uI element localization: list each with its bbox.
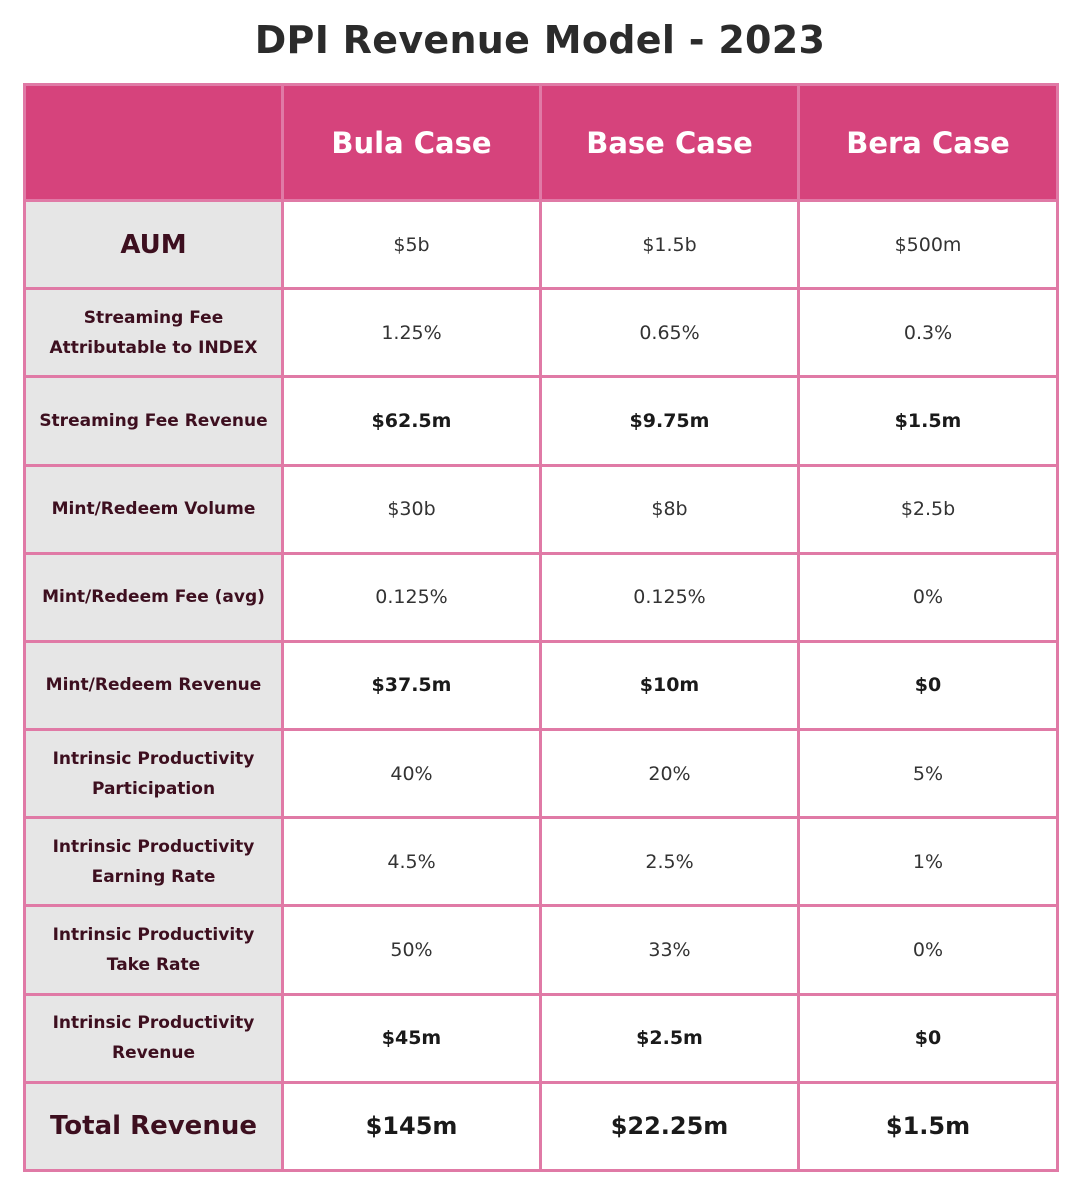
table-row: Total Revenue $145m $22.25m $1.5m (23, 1080, 1059, 1173)
cell-bula-case: 4.5% (281, 816, 542, 908)
row-label: Streaming Fee Revenue (23, 375, 284, 467)
cell-base-case: $1.5b (539, 198, 800, 291)
cell-base-case: $22.25m (539, 1080, 800, 1173)
cell-base-case: 33% (539, 904, 800, 996)
cell-base-case: $2.5m (539, 992, 800, 1084)
cell-bula-case: $62.5m (281, 375, 542, 467)
cell-base-case: $8b (539, 463, 800, 555)
column-header-base-case: Base Case (539, 83, 800, 202)
table-row: Mint/Redeem Revenue $37.5m $10m $0 (23, 639, 1059, 732)
table-row: Intrinsic Productivity Earning Rate 4.5% 2… (23, 816, 1059, 908)
cell-bera-case: 0% (797, 551, 1059, 643)
cell-bula-case: 1.25% (281, 287, 542, 379)
cell-base-case: 20% (539, 728, 800, 820)
cell-base-case: 2.5% (539, 816, 800, 908)
revenue-table: Bula Case Base Case Bera Case AUM $5b $1.5… (23, 83, 1059, 1173)
table-row: Streaming Fee Revenue $62.5m $9.75m $1.5m (23, 375, 1059, 467)
cell-bula-case: 40% (281, 728, 542, 820)
row-label: Total Revenue (23, 1080, 284, 1173)
column-header-bula-case: Bula Case (281, 83, 542, 202)
cell-bula-case: $5b (281, 198, 542, 291)
table-row: Streaming Fee Attributable to INDEX 1.25%… (23, 287, 1059, 379)
row-label: Streaming Fee Attributable to INDEX (23, 287, 284, 379)
cell-bula-case: $145m (281, 1080, 542, 1173)
cell-bera-case: $0 (797, 639, 1059, 732)
cell-bula-case: $30b (281, 463, 542, 555)
cell-base-case: 0.125% (539, 551, 800, 643)
cell-bera-case: $2.5b (797, 463, 1059, 555)
corner-cell (23, 83, 284, 202)
cell-base-case: 0.65% (539, 287, 800, 379)
cell-bera-case: 5% (797, 728, 1059, 820)
table-row: Mint/Redeem Volume $30b $8b $2.5b (23, 463, 1059, 555)
cell-bera-case: 1% (797, 816, 1059, 908)
cell-bula-case: $37.5m (281, 639, 542, 732)
table-row: Intrinsic Productivity Revenue $45m $2.5m $… (23, 992, 1059, 1084)
table-row: Intrinsic Productivity Participation 40% 2… (23, 728, 1059, 820)
header-row: Bula Case Base Case Bera Case (23, 83, 1059, 202)
cell-bula-case: $45m (281, 992, 542, 1084)
cell-base-case: $9.75m (539, 375, 800, 467)
cell-bera-case: $1.5m (797, 1080, 1059, 1173)
column-header-bera-case: Bera Case (797, 83, 1059, 202)
row-label: Intrinsic Productivity Earning Rate (23, 816, 284, 908)
table-row: AUM $5b $1.5b $500m (23, 198, 1059, 291)
cell-bula-case: 50% (281, 904, 542, 996)
cell-bera-case: $0 (797, 992, 1059, 1084)
cell-base-case: $10m (539, 639, 800, 732)
row-label: AUM (23, 198, 284, 291)
table-row: Intrinsic Productivity Take Rate 50% 33% 0% (23, 904, 1059, 996)
table-row: Mint/Redeem Fee (avg) 0.125% 0.125% 0% (23, 551, 1059, 643)
table-title: DPI Revenue Model - 2023 (254, 18, 826, 62)
row-label: Mint/Redeem Volume (23, 463, 284, 555)
row-label: Intrinsic Productivity Revenue (23, 992, 284, 1084)
row-label: Intrinsic Productivity Take Rate (23, 904, 284, 996)
row-label: Mint/Redeem Fee (avg) (23, 551, 284, 643)
cell-bera-case: 0% (797, 904, 1059, 996)
cell-bula-case: 0.125% (281, 551, 542, 643)
row-label: Mint/Redeem Revenue (23, 639, 284, 732)
cell-bera-case: $500m (797, 198, 1059, 291)
row-label: Intrinsic Productivity Participation (23, 728, 284, 820)
cell-bera-case: $1.5m (797, 375, 1059, 467)
cell-bera-case: 0.3% (797, 287, 1059, 379)
